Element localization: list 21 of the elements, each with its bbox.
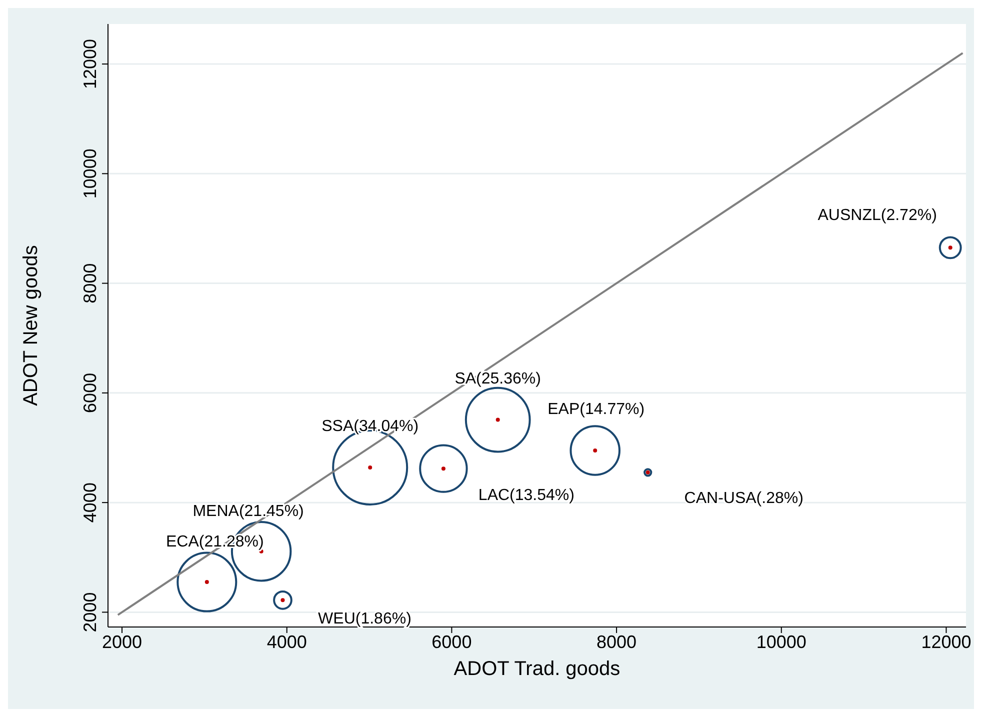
x-tick-label: 12000 — [921, 632, 972, 652]
y-tick-label: 8000 — [80, 263, 100, 304]
y-tick-label: 10000 — [80, 148, 100, 199]
x-axis-title: ADOT Trad. goods — [454, 658, 620, 680]
annotation: CAN-USA(.28%) — [684, 490, 804, 507]
y-tick-label: 6000 — [80, 372, 100, 413]
annotation: MENA(21.45%) — [192, 502, 304, 520]
annotation: SSA(34.04%) — [322, 418, 419, 435]
y-axis-title: ADOT New goods — [20, 245, 42, 406]
x-tick-label: 8000 — [596, 632, 637, 652]
x-tick-label: 10000 — [756, 632, 806, 652]
x-tick-label: 4000 — [266, 632, 307, 652]
annotation: WEU(1.86%) — [318, 610, 412, 628]
y-tick-label: 4000 — [80, 482, 100, 523]
x-tick-label: 2000 — [102, 632, 142, 652]
annotation: EAP(14.77%) — [548, 400, 645, 418]
x-tick-label: 6000 — [432, 632, 472, 652]
annotation: AUSNZL(2.72%) — [818, 207, 937, 224]
annotation: LAC(13.54%) — [478, 487, 574, 504]
y-tick-label: 12000 — [80, 38, 100, 90]
annotation: SA(25.36%) — [454, 370, 541, 388]
